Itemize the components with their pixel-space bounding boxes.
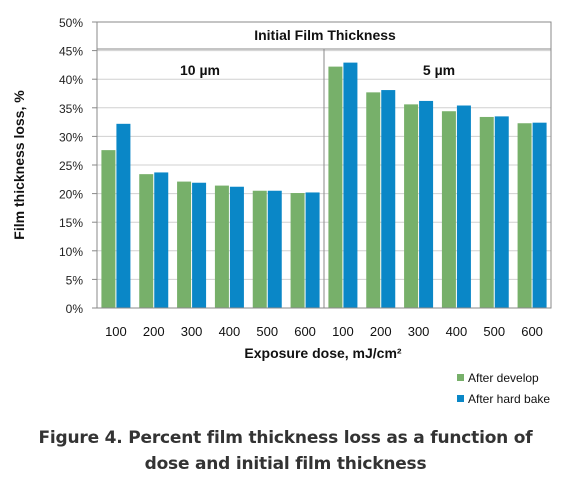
x-tick-label: 400 bbox=[219, 324, 241, 339]
group-label-10um: 10 µm bbox=[180, 62, 220, 78]
legend-swatch-after-develop bbox=[457, 374, 464, 381]
x-tick-label: 600 bbox=[294, 324, 316, 339]
legend: After develop After hard bake bbox=[457, 371, 550, 406]
bar-after-hard-bake bbox=[267, 190, 282, 308]
y-tick-label: 10% bbox=[59, 245, 83, 259]
y-tick-label: 45% bbox=[59, 45, 83, 59]
bar-after-hard-bake bbox=[419, 100, 434, 308]
ticks: 0% 5% 10% 15% 20% 25% 30% 35% 40% 45% 50% 100 200 300… bbox=[59, 16, 543, 339]
x-tick-label: 500 bbox=[483, 324, 505, 339]
y-tick-label: 5% bbox=[66, 273, 84, 287]
bar-after-hard-bake bbox=[456, 105, 471, 309]
figure-caption-line-2: dose and initial film thickness bbox=[144, 454, 427, 474]
bar-after-hard-bake bbox=[229, 186, 244, 308]
bar-after-develop bbox=[441, 111, 456, 309]
bar-after-develop bbox=[404, 104, 419, 308]
y-tick-label: 50% bbox=[59, 16, 83, 30]
figure-caption-line-1: Figure 4. Percent film thickness loss as… bbox=[38, 428, 533, 448]
bar-after-hard-bake bbox=[154, 172, 169, 308]
bar-after-develop bbox=[139, 174, 154, 308]
bars bbox=[101, 62, 547, 309]
y-tick-label: 40% bbox=[59, 73, 83, 87]
bar-after-hard-bake bbox=[494, 116, 509, 308]
bar-after-hard-bake bbox=[343, 62, 358, 308]
legend-swatch-after-hard-bake bbox=[457, 395, 464, 402]
y-tick-label: 30% bbox=[59, 130, 83, 144]
y-tick-label: 20% bbox=[59, 188, 83, 202]
bar-after-develop bbox=[328, 66, 343, 308]
y-tick-label: 0% bbox=[66, 302, 84, 316]
x-tick-label: 100 bbox=[332, 324, 354, 339]
y-axis-title: Film thickness loss, % bbox=[11, 90, 27, 240]
chart-header: Initial Film Thickness bbox=[254, 27, 396, 43]
legend-label-after-develop: After develop bbox=[468, 371, 539, 385]
bar-after-hard-bake bbox=[305, 192, 320, 308]
x-tick-label: 300 bbox=[408, 324, 430, 339]
bar-after-develop bbox=[366, 92, 381, 308]
bar-after-hard-bake bbox=[192, 182, 207, 308]
y-tick-label: 25% bbox=[59, 159, 83, 173]
bar-after-develop bbox=[214, 185, 229, 308]
y-tick-label: 15% bbox=[59, 216, 83, 230]
x-tick-label: 400 bbox=[446, 324, 468, 339]
x-tick-label: 600 bbox=[521, 324, 543, 339]
legend-label-after-hard-bake: After hard bake bbox=[468, 392, 550, 406]
bar-after-hard-bake bbox=[116, 123, 131, 308]
y-tick-label: 35% bbox=[59, 102, 83, 116]
x-tick-label: 500 bbox=[256, 324, 278, 339]
bar-after-hard-bake bbox=[532, 122, 547, 308]
bar-after-hard-bake bbox=[381, 90, 396, 309]
x-tick-label: 100 bbox=[105, 324, 127, 339]
x-axis-title: Exposure dose, mJ/cm² bbox=[244, 345, 402, 361]
bar-after-develop bbox=[479, 116, 494, 309]
x-tick-label: 300 bbox=[181, 324, 203, 339]
bar-after-develop bbox=[177, 181, 192, 308]
group-label-5um: 5 µm bbox=[423, 62, 455, 78]
bar-after-develop bbox=[517, 123, 532, 308]
bar-after-develop bbox=[290, 193, 305, 308]
x-tick-label: 200 bbox=[143, 324, 165, 339]
bar-after-develop bbox=[101, 150, 116, 308]
bar-after-develop bbox=[252, 190, 267, 308]
x-tick-label: 200 bbox=[370, 324, 392, 339]
